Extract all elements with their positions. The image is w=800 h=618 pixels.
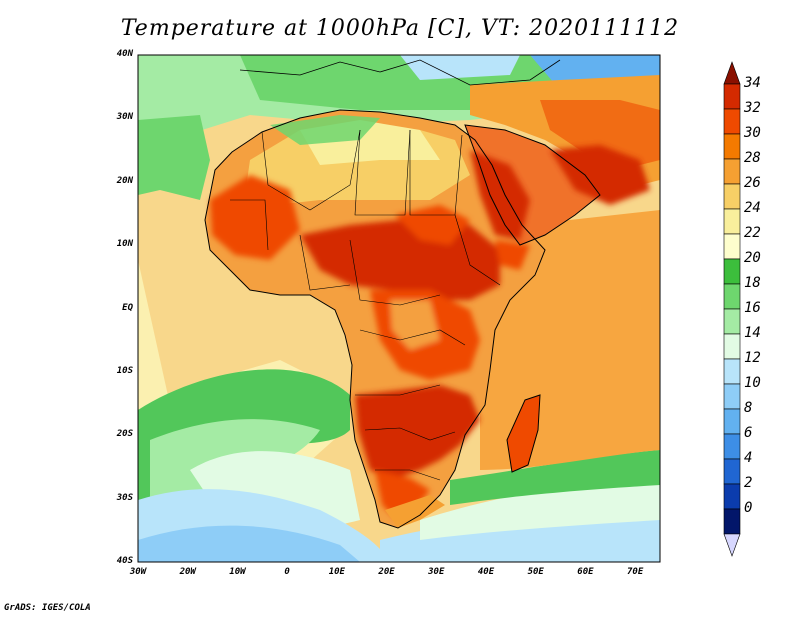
colorbar-label: 22: [744, 225, 761, 241]
lon-tick-label: 0: [284, 567, 290, 577]
madagascar-coastline: [506, 394, 541, 473]
lon-tick-label: 50E: [527, 567, 544, 577]
indian-green-band: [450, 450, 660, 505]
temperature-field: [138, 55, 660, 562]
map-title: Temperature at 1000hPa [C], VT: 20201111…: [120, 16, 680, 41]
southern-ocean-mid-blue: [138, 525, 360, 562]
lat-tick-label: 10N: [116, 239, 133, 250]
colorbar-label: 18: [744, 275, 761, 291]
colorbar-swatch: [723, 183, 741, 210]
madagascar-land: [507, 395, 540, 472]
north-pale-blue: [400, 55, 520, 80]
europe-coastline: [239, 59, 561, 86]
colorbar-label: 2: [744, 475, 753, 491]
north-africa-green: [270, 115, 380, 145]
colorbar-bottom-arrow: [723, 533, 741, 557]
colorbar-swatch: [723, 358, 741, 385]
arabian-peninsula-land: [465, 125, 600, 245]
colorbar-label: 10: [744, 375, 761, 391]
south-atlantic-green: [138, 369, 350, 530]
colorbar-swatch: [723, 258, 741, 285]
arabia-coastline: [464, 124, 601, 246]
colorbar-swatch: [723, 208, 741, 235]
lon-tick-label: 40E: [477, 567, 495, 577]
map-frame: [137, 54, 661, 563]
credit-text: GrADS: IGES/COLA: [4, 603, 91, 613]
colorbar-label: 14: [744, 325, 761, 341]
middle-east-hot: [540, 100, 660, 170]
lon-tick-label: 30E: [428, 567, 445, 577]
colorbar-swatch: [723, 108, 741, 135]
colorbar-swatch: [723, 83, 741, 110]
lat-tick-label: EQ: [122, 302, 133, 313]
colorbar-label: 26: [744, 175, 761, 191]
lat-tick-label: 30S: [116, 492, 133, 503]
indian-southern-pale: [420, 480, 660, 540]
lon-tick-label: 70E: [627, 567, 644, 577]
colorbar-label: 6: [744, 425, 753, 441]
country-borders: [230, 129, 501, 481]
lat-tick-label: 30N: [116, 112, 133, 123]
colorbar-label: 34: [744, 75, 761, 91]
lat-tick-label: 40S: [116, 556, 133, 566]
nw-atlantic-green: [138, 115, 210, 200]
lon-tick-label: 20W: [179, 567, 196, 577]
lat-tick-label: 20N: [116, 175, 133, 186]
colorbar-swatch: [723, 383, 741, 410]
south-tip-land: [385, 495, 445, 528]
colorbar-swatch: [723, 283, 741, 310]
africa-coastline: [204, 109, 546, 529]
lat-tick-label: 20S: [116, 429, 133, 440]
colorbar-label: 20: [744, 250, 761, 266]
lon-tick-label: 10E: [328, 567, 345, 577]
colorbar-swatch: [723, 458, 741, 485]
colorbar-label: 0: [744, 500, 753, 516]
colorbar-swatch: [723, 158, 741, 185]
colorbar-label: 32: [744, 100, 761, 116]
lat-tick-label: 40N: [116, 49, 133, 59]
colorbar-swatch: [723, 508, 741, 535]
colorbar-label: 24: [744, 200, 761, 216]
lat-tick-label: 10S: [116, 365, 133, 376]
colorbar-swatch: [723, 483, 741, 510]
colorbar-swatch: [723, 433, 741, 460]
colorbar-label: 4: [744, 450, 753, 466]
lon-tick-label: 60E: [577, 567, 594, 577]
colorbar-label: 30: [744, 125, 761, 141]
colorbar-label: 12: [744, 350, 761, 366]
colorbar-top-arrow: [723, 61, 741, 85]
colorbar-label: 8: [744, 400, 753, 416]
lon-tick-label: 20E: [378, 567, 395, 577]
colorbar-swatch: [723, 308, 741, 335]
lon-tick-label: 10W: [229, 567, 246, 577]
colorbar-label: 16: [744, 300, 761, 316]
lon-tick-label: 30W: [129, 567, 147, 577]
colorbar-swatch: [723, 133, 741, 160]
colorbar-swatch: [723, 233, 741, 260]
colorbar-label: 28: [744, 150, 761, 166]
colorbar: [723, 61, 741, 557]
colorbar-swatch: [723, 333, 741, 360]
colorbar-swatch: [723, 408, 741, 435]
